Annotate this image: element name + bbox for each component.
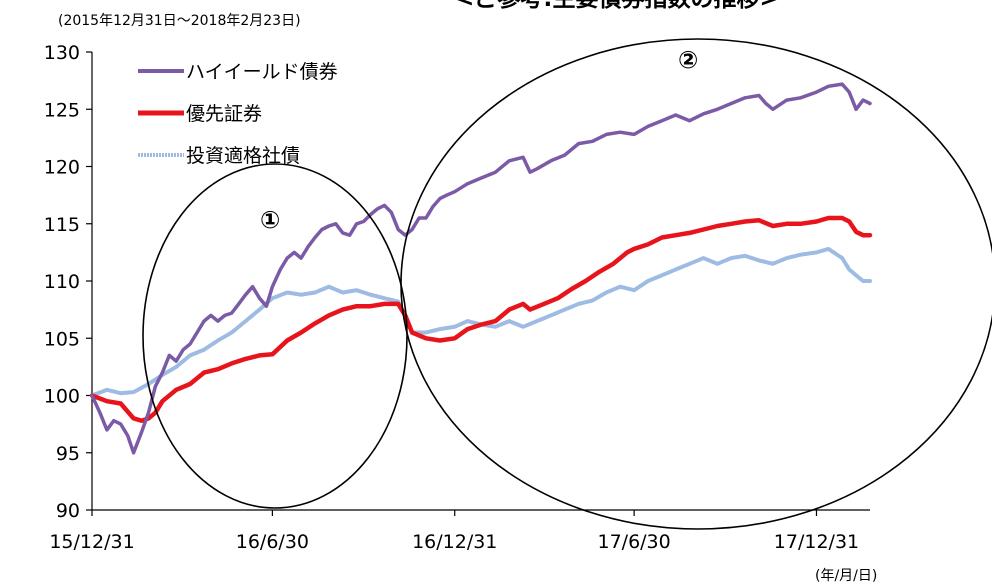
y-tick-label: 105 [44, 328, 80, 350]
annotation-label-2: ② [678, 46, 698, 74]
y-tick-label: 110 [44, 271, 80, 293]
y-tick-label: 130 [44, 42, 80, 64]
y-tick-label: 125 [44, 99, 80, 121]
series-layer [89, 82, 873, 455]
legend-label-0: ハイイールド債券 [186, 61, 338, 83]
series-line-0 [90, 82, 872, 455]
y-tick-label: 95 [56, 443, 80, 465]
chart-title: <ご参考:主要債券指数の推移> [455, 0, 779, 12]
x-unit-label: (年/月/日) [815, 568, 877, 584]
legend-label-2: 投資適格社債 [186, 145, 300, 167]
y-tick-label: 90 [56, 500, 80, 522]
annotation-circle-2 [400, 38, 992, 530]
y-tick-label: 100 [44, 386, 80, 408]
x-tick-label: 15/12/31 [49, 531, 134, 553]
y-tick-label: 115 [44, 214, 80, 236]
series-line-2 [90, 246, 872, 398]
x-tick-label: 17/12/31 [774, 531, 859, 553]
x-axis: 15/12/31 16/6/30 16/12/31 17/6/30 17/12/31 [49, 509, 870, 553]
x-tick-label: 17/6/30 [597, 531, 670, 553]
x-tick-label: 16/6/30 [236, 531, 309, 553]
series-line-1 [89, 215, 873, 423]
y-axis: 90 95 100 105 110 115 120 125 130 [44, 42, 93, 522]
y-tick-label: 120 [44, 157, 80, 179]
legend-label-1: 優先証券 [186, 103, 262, 125]
chart-subtitle: (2015年12月31日～2018年2月23日) [58, 13, 301, 29]
x-tick-label: 16/12/31 [412, 531, 497, 553]
annotation-label-1: ① [260, 206, 280, 234]
